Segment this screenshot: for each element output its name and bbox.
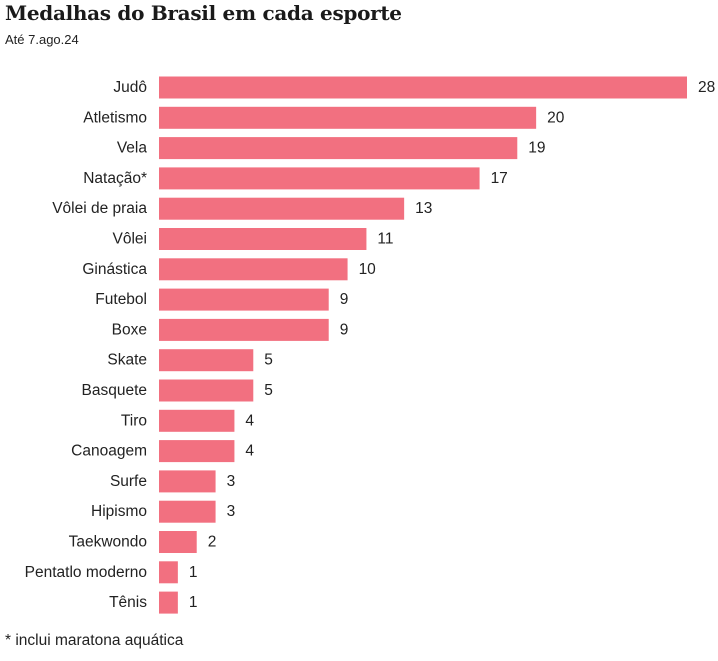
value-label: 10	[359, 261, 377, 278]
bar	[159, 591, 178, 614]
bar	[159, 167, 480, 190]
bar	[159, 318, 329, 341]
bar	[159, 561, 178, 584]
value-label: 9	[340, 291, 349, 308]
category-label: Atletismo	[83, 109, 147, 126]
bar	[159, 440, 235, 463]
chart-title: Medalhas do Brasil em cada esporte	[5, 1, 402, 25]
category-label: Vôlei	[113, 231, 147, 248]
category-label: Natação*	[83, 170, 147, 187]
bar	[159, 197, 405, 220]
value-label: 3	[227, 473, 236, 490]
value-label: 19	[528, 140, 545, 157]
bar	[159, 288, 329, 311]
category-label: Judô	[113, 79, 147, 96]
value-label: 4	[245, 443, 254, 460]
bar	[159, 409, 235, 432]
category-label: Vôlei de praia	[52, 200, 147, 217]
value-label: 28	[698, 79, 715, 96]
bar	[159, 137, 518, 160]
category-label: Canoagem	[71, 443, 147, 460]
value-label: 3	[227, 503, 236, 520]
value-label: 5	[264, 352, 273, 369]
category-label: Basquete	[82, 382, 148, 399]
value-label: 20	[547, 109, 565, 126]
value-label: 17	[491, 170, 508, 187]
bar	[159, 258, 348, 281]
category-label: Taekwondo	[69, 534, 147, 551]
value-label: 5	[264, 382, 273, 399]
chart-subtitle: Até 7.ago.24	[5, 32, 79, 47]
value-label: 2	[208, 534, 217, 551]
category-label: Vela	[117, 140, 148, 157]
category-label: Pentatlo moderno	[25, 564, 147, 581]
bar	[159, 531, 197, 553]
value-label: 1	[189, 594, 198, 611]
bar	[159, 228, 367, 250]
bar	[159, 500, 216, 523]
category-label: Skate	[107, 352, 147, 369]
bar	[159, 76, 687, 99]
value-label: 1	[189, 564, 198, 581]
bar	[159, 470, 216, 493]
bar	[159, 106, 537, 129]
category-label: Futebol	[95, 291, 147, 308]
value-label: 11	[377, 231, 393, 248]
bar	[159, 349, 254, 372]
category-label: Tiro	[121, 412, 147, 429]
chart-footnote: * inclui maratona aquática	[5, 632, 184, 649]
value-label: 9	[340, 321, 349, 338]
category-label: Boxe	[112, 321, 147, 338]
category-label: Tênis	[109, 594, 147, 611]
category-label: Surfe	[110, 473, 147, 490]
value-label: 13	[415, 200, 432, 217]
category-label: Hipismo	[91, 503, 147, 520]
bar	[159, 379, 254, 402]
category-label: Ginástica	[82, 261, 147, 278]
value-label: 4	[245, 412, 254, 429]
